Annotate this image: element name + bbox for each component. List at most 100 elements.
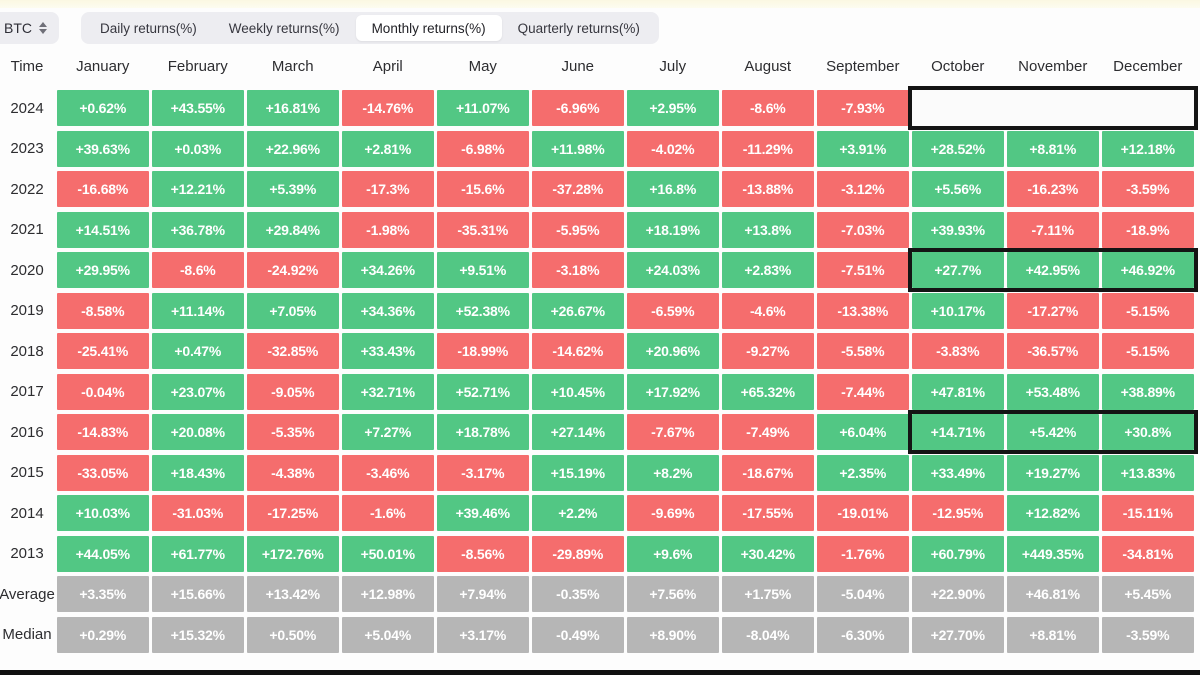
- return-cell: -7.49%: [721, 414, 814, 450]
- year-row-label: 2017: [10, 383, 44, 400]
- return-cell: +27.7%: [911, 252, 1004, 288]
- return-cell: -15.6%: [436, 171, 529, 207]
- return-cell: +10.03%: [56, 495, 149, 531]
- return-cell: +8.81%: [1006, 616, 1099, 653]
- return-cell: -7.67%: [626, 414, 719, 450]
- return-cell: +15.19%: [531, 454, 624, 491]
- return-cell: -3.12%: [816, 171, 909, 207]
- return-cell: -16.23%: [1006, 171, 1099, 207]
- year-row-label: 2018: [10, 342, 44, 360]
- year-row-label: 2019: [10, 302, 44, 319]
- return-cell: -8.6%: [151, 252, 244, 288]
- return-cell: -7.93%: [816, 90, 909, 126]
- return-cell: +7.27%: [341, 414, 434, 450]
- return-cell: -18.67%: [721, 454, 814, 491]
- return-cell: -29.89%: [531, 535, 624, 572]
- column-header-month: October: [931, 57, 985, 75]
- return-cell: -3.59%: [1101, 616, 1194, 653]
- return-cell: +2.2%: [531, 495, 624, 531]
- return-cell: +5.42%: [1006, 414, 1099, 450]
- return-cell: -5.04%: [816, 576, 909, 612]
- return-cell: -3.46%: [341, 454, 434, 491]
- column-header-month: September: [826, 57, 900, 75]
- return-cell: -7.51%: [816, 252, 909, 288]
- return-cell: +27.70%: [911, 616, 1004, 653]
- symbol-label: BTC: [4, 20, 32, 36]
- return-cell: -18.99%: [436, 333, 529, 369]
- return-cell: -14.83%: [56, 414, 149, 450]
- return-cell: +61.77%: [151, 535, 244, 572]
- year-row-label: 2024: [10, 99, 44, 117]
- column-header-month: August: [744, 57, 792, 75]
- return-cell: -8.04%: [721, 616, 814, 653]
- column-header-month: November: [1018, 57, 1088, 75]
- return-cell: -5.58%: [816, 333, 909, 369]
- table-header-row: Time January February March April May June July…: [0, 52, 1200, 80]
- return-cell: -9.69%: [626, 495, 719, 531]
- return-cell: +5.56%: [911, 171, 1004, 207]
- bottom-bar: [0, 670, 1200, 675]
- return-cell: +50.01%: [341, 535, 434, 572]
- return-cell: -0.04%: [56, 373, 149, 410]
- return-cell: +47.81%: [911, 373, 1004, 410]
- column-header-month: June: [561, 57, 595, 75]
- return-cell: +18.78%: [436, 414, 529, 450]
- return-cell: +7.94%: [436, 576, 529, 612]
- return-cell: +7.56%: [626, 576, 719, 612]
- return-cell: +8.81%: [1006, 130, 1099, 167]
- return-cell: -3.59%: [1101, 171, 1194, 207]
- table-row: Average +3.35% +15.66% +13.42% +12.98% +7.94%…: [0, 576, 1200, 612]
- return-cell: -4.6%: [721, 292, 814, 329]
- return-cell: +13.42%: [246, 576, 339, 612]
- year-row-label: 2023: [10, 140, 44, 157]
- return-cell: +11.14%: [151, 292, 244, 329]
- return-cell: +24.03%: [626, 252, 719, 288]
- return-cell: +9.51%: [436, 252, 529, 288]
- return-cell: +52.38%: [436, 292, 529, 329]
- summary-row-label: Average: [0, 585, 55, 603]
- return-cell: -5.15%: [1101, 292, 1194, 329]
- return-cell: +12.82%: [1006, 495, 1099, 531]
- return-cell: +44.05%: [56, 535, 149, 572]
- return-cell: +449.35%: [1006, 535, 1099, 572]
- tab-monthly-returns[interactable]: Monthly returns(%): [355, 15, 502, 41]
- symbol-selector[interactable]: BTC: [0, 12, 59, 44]
- return-cell: -34.81%: [1101, 535, 1194, 572]
- return-cell: +43.55%: [151, 90, 244, 126]
- return-cell: +34.36%: [341, 292, 434, 329]
- return-cell: +13.83%: [1101, 454, 1194, 491]
- tab-weekly-returns[interactable]: Weekly returns(%): [228, 20, 340, 36]
- return-cell: -1.76%: [816, 535, 909, 572]
- table-row: 2013 +44.05% +61.77% +172.76% +50.01% -8.56% -…: [0, 535, 1200, 572]
- return-cell: +10.17%: [911, 292, 1004, 329]
- return-cell: +38.89%: [1101, 373, 1194, 410]
- returns-tab-bar: Daily returns(%) Weekly returns(%) Monthly…: [81, 12, 659, 44]
- return-cell: +0.50%: [246, 616, 339, 653]
- return-cell: +14.71%: [911, 414, 1004, 450]
- column-header-month: January: [76, 57, 130, 75]
- return-cell: +3.91%: [816, 130, 909, 167]
- column-header-month: December: [1113, 57, 1183, 75]
- year-row-label: 2015: [10, 464, 44, 481]
- return-cell: +0.29%: [56, 616, 149, 653]
- return-cell: +30.8%: [1101, 414, 1194, 450]
- tab-daily-returns[interactable]: Daily returns(%): [100, 20, 197, 36]
- year-row-label: 2021: [10, 221, 44, 238]
- return-cell: -19.01%: [816, 495, 909, 531]
- return-cell: -12.95%: [911, 495, 1004, 531]
- return-cell: +18.19%: [626, 211, 719, 248]
- tab-quarterly-returns[interactable]: Quarterly returns(%): [517, 20, 640, 36]
- return-cell: +18.43%: [151, 454, 244, 491]
- return-cell: -13.38%: [816, 292, 909, 329]
- return-cell: +2.35%: [816, 454, 909, 491]
- return-cell: -17.25%: [246, 495, 339, 531]
- return-cell: -3.83%: [911, 333, 1004, 369]
- return-cell: +5.04%: [341, 616, 434, 653]
- return-cell: +2.83%: [721, 252, 814, 288]
- return-cell: +8.2%: [626, 454, 719, 491]
- return-cell: +22.90%: [911, 576, 1004, 612]
- return-cell: +65.32%: [721, 373, 814, 410]
- return-cell: +60.79%: [911, 535, 1004, 572]
- return-cell: -17.55%: [721, 495, 814, 531]
- return-cell: +2.95%: [626, 90, 719, 126]
